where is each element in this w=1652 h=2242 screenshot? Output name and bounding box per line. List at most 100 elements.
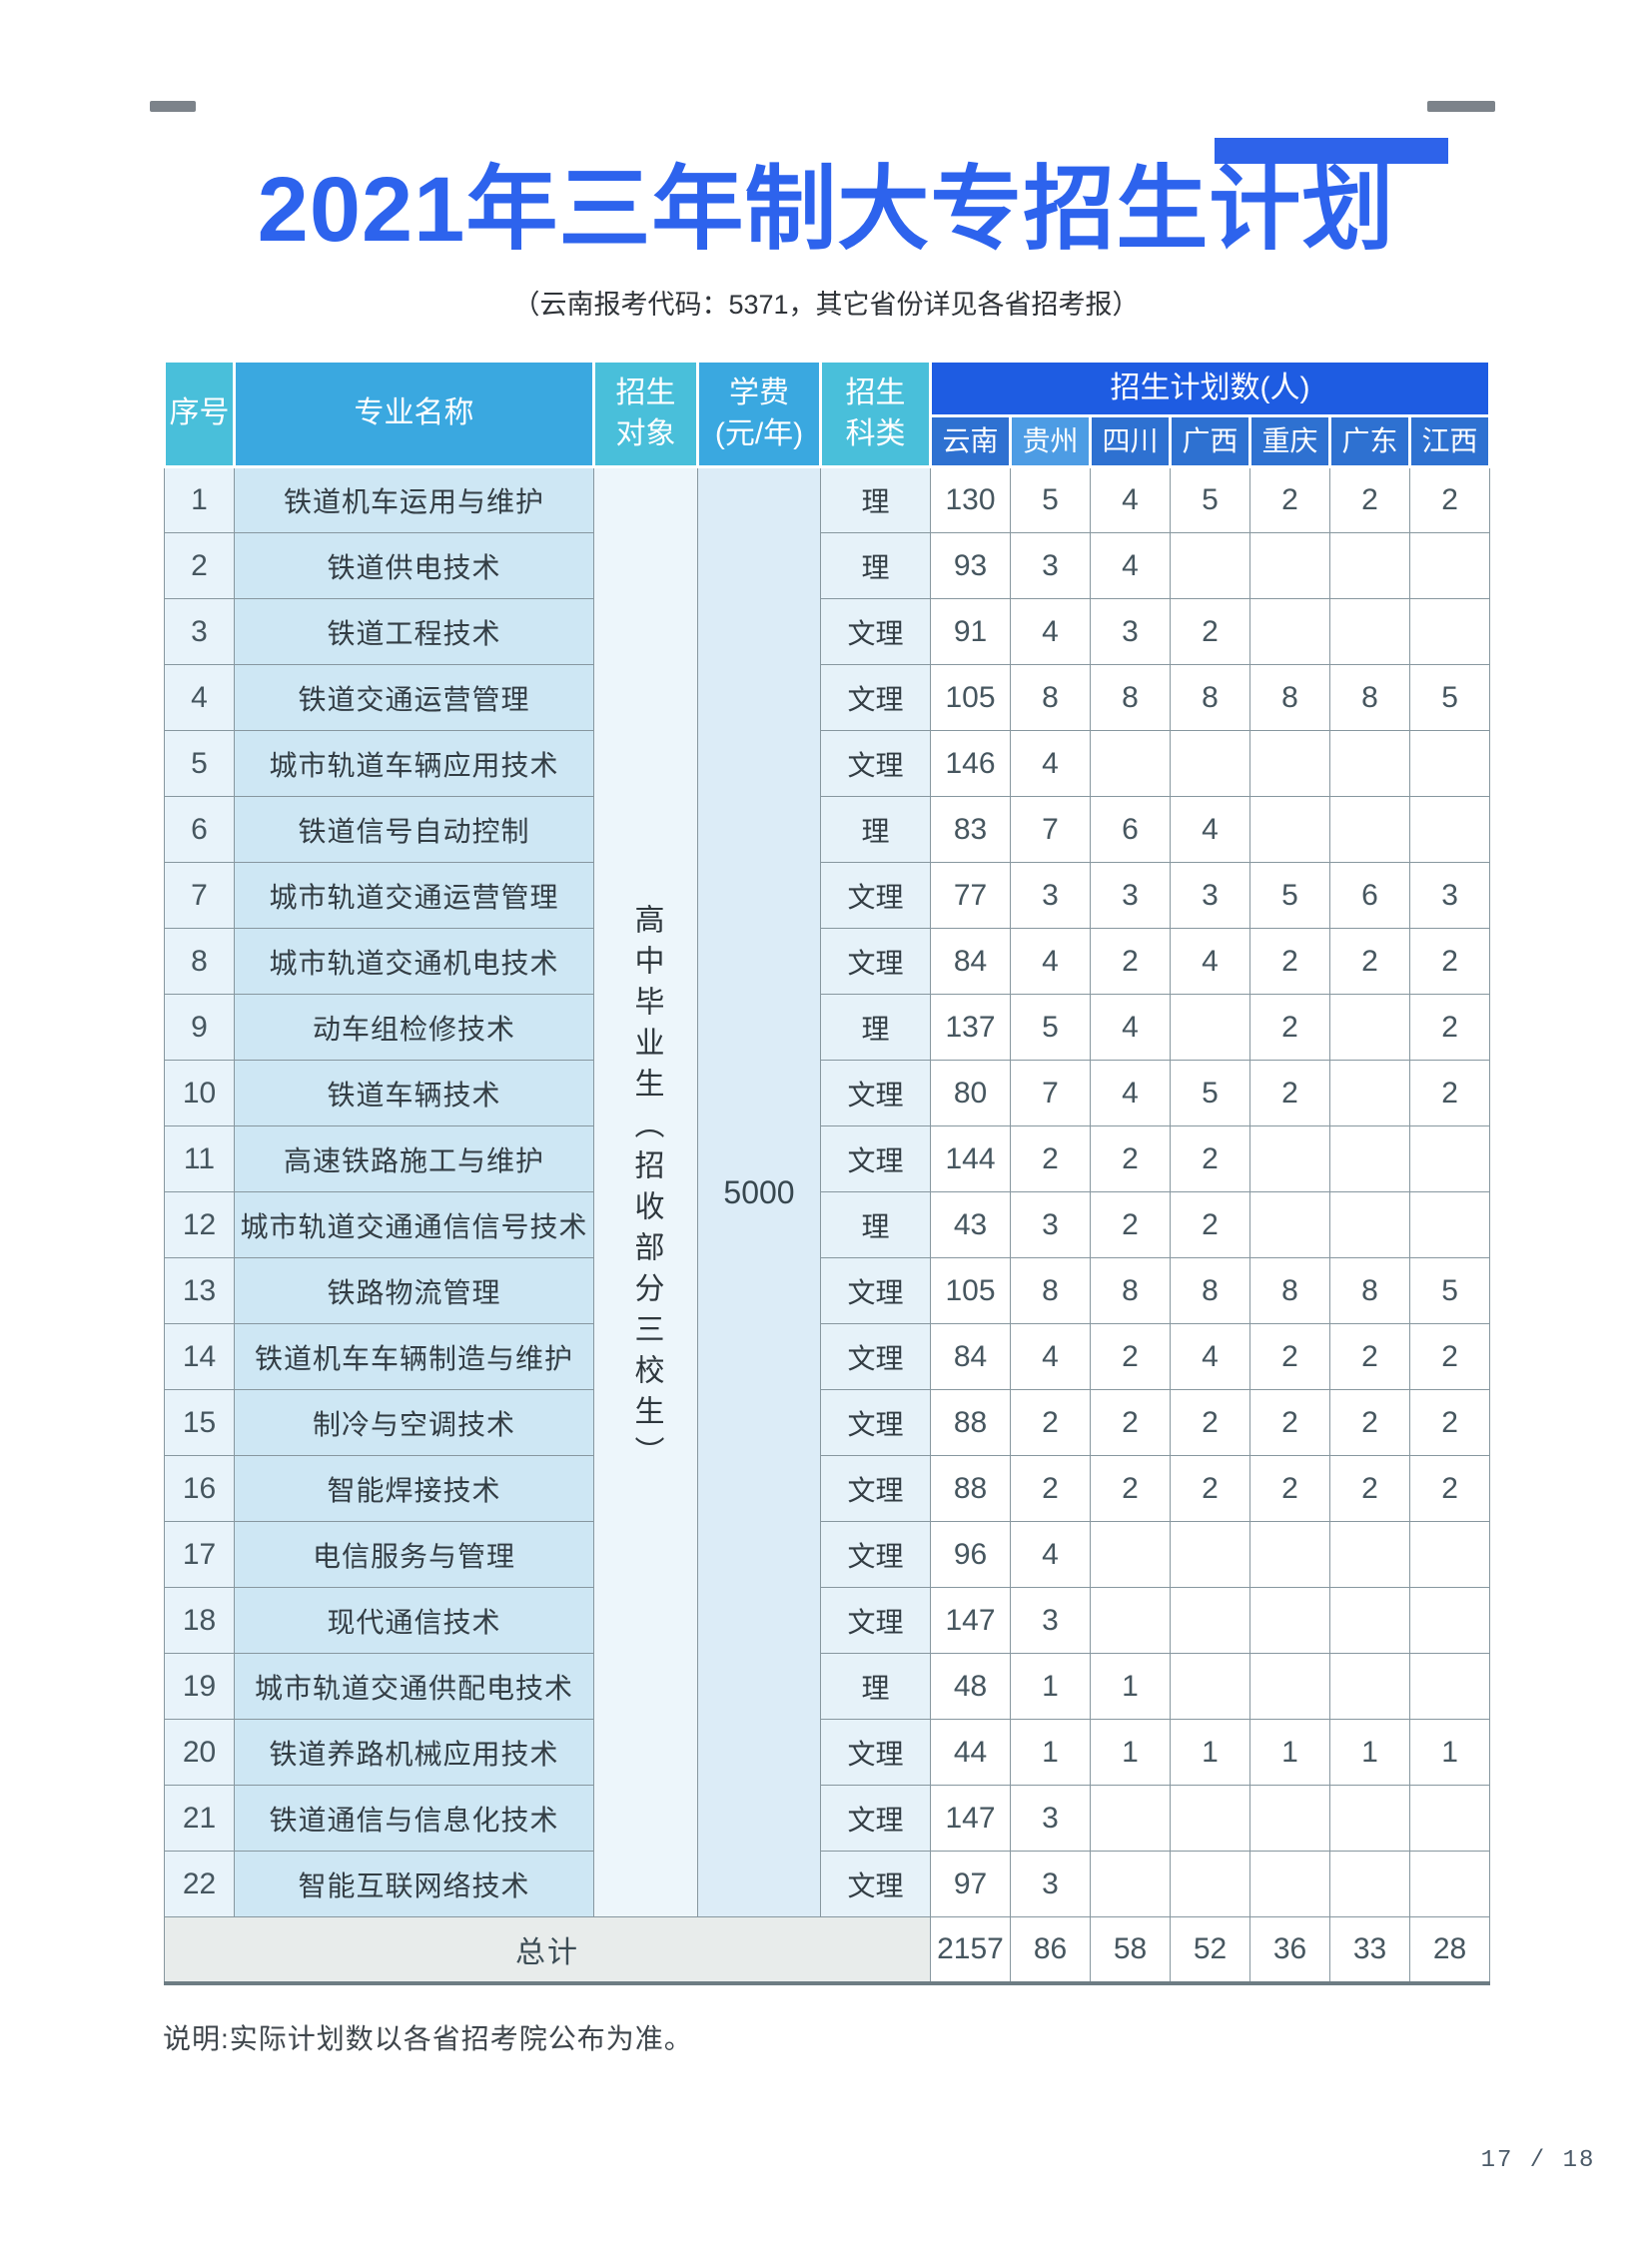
plan-value-cell: 3 bbox=[1090, 598, 1171, 665]
category-cell: 理 bbox=[820, 1653, 931, 1720]
plan-value-cell bbox=[1170, 1851, 1250, 1917]
plan-value-cell: 96 bbox=[930, 1521, 1011, 1588]
plan-value-cell: 4 bbox=[1010, 928, 1091, 995]
plan-value-cell: 7 bbox=[1010, 796, 1091, 863]
plan-value-cell bbox=[1408, 532, 1491, 599]
plan-value-cell bbox=[1170, 1653, 1250, 1720]
header-category-line1: 招生 bbox=[845, 376, 906, 409]
seq-cell: 1 bbox=[164, 466, 235, 533]
plan-value-cell bbox=[1249, 1125, 1330, 1192]
plan-value-cell: 4 bbox=[1090, 1060, 1171, 1126]
major-cell: 铁路物流管理 bbox=[234, 1257, 594, 1324]
plan-value-cell: 5 bbox=[1010, 994, 1091, 1061]
plan-value-cell: 2 bbox=[1090, 1125, 1171, 1192]
table-row: 21 铁道通信与信息化技术 文理 147 3 bbox=[164, 1785, 1491, 1852]
plan-value-cell: 8 bbox=[1010, 664, 1091, 731]
plan-value-cell: 147 bbox=[930, 1785, 1011, 1852]
major-cell: 铁道通信与信息化技术 bbox=[234, 1785, 594, 1852]
plan-value-cell: 93 bbox=[930, 532, 1011, 599]
total-value-cell: 33 bbox=[1329, 1916, 1410, 1985]
plan-value-cell: 3 bbox=[1010, 1851, 1091, 1917]
major-cell: 铁道工程技术 bbox=[234, 598, 594, 665]
plan-value-cell bbox=[1090, 1851, 1171, 1917]
major-cell: 铁道供电技术 bbox=[234, 532, 594, 599]
plan-value-cell bbox=[1329, 532, 1410, 599]
category-cell: 文理 bbox=[820, 1060, 931, 1126]
plan-value-cell: 5 bbox=[1170, 466, 1250, 533]
major-cell: 城市轨道交通供配电技术 bbox=[234, 1653, 594, 1720]
major-cell: 城市轨道车辆应用技术 bbox=[234, 730, 594, 797]
plan-value-cell: 2 bbox=[1090, 928, 1171, 995]
plan-value-cell: 2 bbox=[1329, 1389, 1410, 1456]
plan-value-cell: 2 bbox=[1329, 1323, 1410, 1390]
plan-value-cell: 3 bbox=[1010, 1587, 1091, 1654]
plan-value-cell: 3 bbox=[1170, 862, 1250, 929]
plan-value-cell: 97 bbox=[930, 1851, 1011, 1917]
plan-value-cell: 4 bbox=[1010, 730, 1091, 797]
table-row: 14 铁道机车车辆制造与维护 文理 84 4 2 4 2 2 2 bbox=[164, 1323, 1491, 1390]
table-row: 17 电信服务与管理 文理 96 4 bbox=[164, 1521, 1491, 1588]
category-cell: 文理 bbox=[820, 730, 931, 797]
plan-value-cell: 1 bbox=[1090, 1653, 1171, 1720]
total-label-cell: 总计 bbox=[164, 1916, 931, 1985]
plan-value-cell bbox=[1408, 1587, 1491, 1654]
plan-value-cell bbox=[1249, 1851, 1330, 1917]
plan-value-cell bbox=[1329, 598, 1410, 665]
plan-value-cell: 1 bbox=[1090, 1719, 1171, 1786]
plan-value-cell: 2 bbox=[1090, 1323, 1171, 1390]
major-cell: 电信服务与管理 bbox=[234, 1521, 594, 1588]
plan-value-cell bbox=[1249, 1191, 1330, 1258]
plan-value-cell: 1 bbox=[1249, 1719, 1330, 1786]
table-row: 4 铁道交通运营管理 文理 105 8 8 8 8 8 5 bbox=[164, 664, 1491, 731]
plan-value-cell: 8 bbox=[1170, 1257, 1250, 1324]
header-tuition: 学费 (元/年) bbox=[696, 360, 822, 468]
header-tuition-line1: 学费 bbox=[729, 376, 789, 409]
plan-value-cell bbox=[1249, 1653, 1330, 1720]
plan-value-cell bbox=[1249, 796, 1330, 863]
category-cell: 文理 bbox=[820, 1719, 931, 1786]
seq-cell: 19 bbox=[164, 1653, 235, 1720]
plan-value-cell: 147 bbox=[930, 1587, 1011, 1654]
seq-cell: 2 bbox=[164, 532, 235, 599]
plan-value-cell bbox=[1329, 1587, 1410, 1654]
plan-value-cell: 91 bbox=[930, 598, 1011, 665]
plan-value-cell: 8 bbox=[1090, 1257, 1171, 1324]
category-cell: 文理 bbox=[820, 1257, 931, 1324]
category-cell: 文理 bbox=[820, 862, 931, 929]
plan-value-cell: 6 bbox=[1329, 862, 1410, 929]
header-province-guangdong: 广东 bbox=[1328, 414, 1411, 468]
plan-value-cell: 137 bbox=[930, 994, 1011, 1061]
plan-value-cell bbox=[1249, 1785, 1330, 1852]
category-cell: 文理 bbox=[820, 1785, 931, 1852]
total-value-cell: 52 bbox=[1170, 1916, 1250, 1985]
plan-value-cell bbox=[1090, 730, 1171, 797]
plan-value-cell bbox=[1090, 1785, 1171, 1852]
header-province-chongqing: 重庆 bbox=[1248, 414, 1331, 468]
plan-value-cell bbox=[1249, 1521, 1330, 1588]
major-cell: 铁道车辆技术 bbox=[234, 1060, 594, 1126]
target-merged-cell: 高中毕业生（招收部分三校生） bbox=[593, 466, 698, 1917]
plan-value-cell: 4 bbox=[1170, 796, 1250, 863]
category-cell: 文理 bbox=[820, 664, 931, 731]
plan-value-cell: 2 bbox=[1010, 1389, 1091, 1456]
plan-value-cell bbox=[1408, 730, 1491, 797]
top-right-blue-strip bbox=[1215, 138, 1448, 164]
plan-value-cell: 2 bbox=[1329, 466, 1410, 533]
plan-value-cell bbox=[1249, 598, 1330, 665]
plan-value-cell: 105 bbox=[930, 1257, 1011, 1324]
plan-value-cell: 2 bbox=[1249, 994, 1330, 1061]
seq-cell: 16 bbox=[164, 1455, 235, 1522]
page-title: 2021年三年制大专招生计划 bbox=[257, 159, 1395, 261]
plan-value-cell: 2 bbox=[1010, 1455, 1091, 1522]
plan-value-cell bbox=[1170, 1521, 1250, 1588]
category-cell: 文理 bbox=[820, 1587, 931, 1654]
plan-value-cell: 1 bbox=[1408, 1719, 1491, 1786]
table-row: 8 城市轨道交通机电技术 文理 84 4 2 4 2 2 2 bbox=[164, 928, 1491, 995]
seq-cell: 7 bbox=[164, 862, 235, 929]
plan-value-cell: 2 bbox=[1170, 1455, 1250, 1522]
table-header: 序号 专业名称 招生对象 学费 (元/年) 招生 科类 招生计划数(人) 云南 … bbox=[163, 360, 1492, 468]
plan-value-cell: 2 bbox=[1249, 928, 1330, 995]
plan-value-cell bbox=[1408, 1125, 1491, 1192]
plan-value-cell: 48 bbox=[930, 1653, 1011, 1720]
seq-cell: 5 bbox=[164, 730, 235, 797]
